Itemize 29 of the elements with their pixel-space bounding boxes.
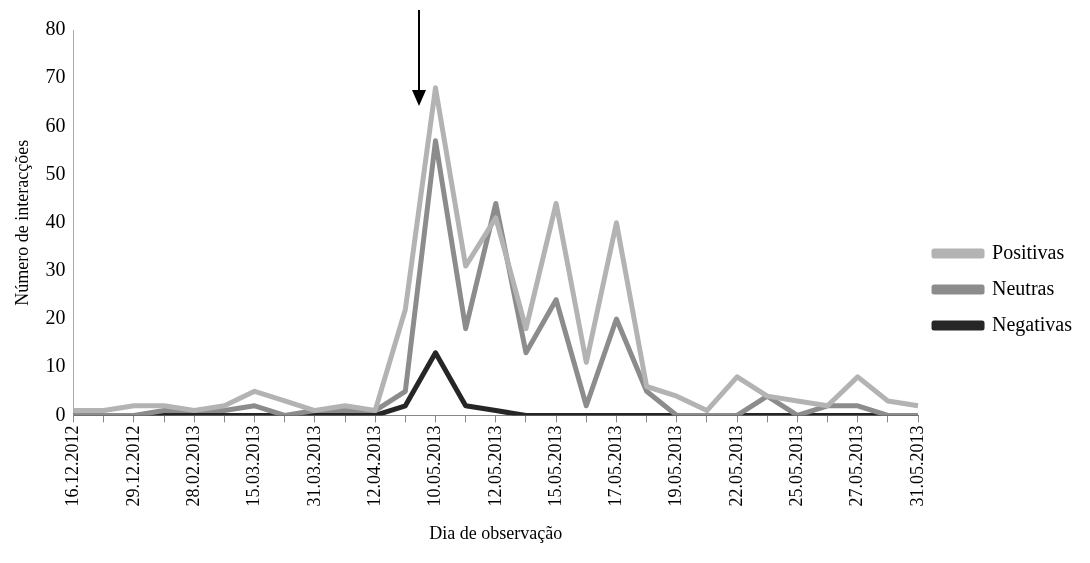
x-tick-label: 12.05.2013 — [484, 425, 505, 507]
x-tick-label: 15.05.2013 — [544, 425, 565, 507]
y-tick-label: 40 — [45, 209, 66, 232]
legend-label: Positivas — [992, 240, 1065, 263]
x-tick-label: 31.03.2013 — [303, 425, 324, 507]
x-tick-label: 12.04.2013 — [363, 425, 384, 507]
x-tick-label: 10.05.2013 — [424, 425, 445, 507]
x-tick-label: 27.05.2013 — [846, 425, 867, 507]
y-tick-label: 20 — [45, 306, 66, 329]
x-tick-label: 19.05.2013 — [665, 425, 686, 507]
legend-label: Neutras — [992, 276, 1055, 299]
x-tick-label: 16.12.2012 — [62, 425, 83, 507]
x-tick-label: 25.05.2013 — [786, 425, 807, 507]
y-tick-label: 70 — [45, 65, 66, 88]
x-tick-label: 22.05.2013 — [725, 425, 746, 507]
y-tick-label: 10 — [45, 354, 66, 377]
x-tick-label: 15.03.2013 — [243, 425, 264, 507]
x-tick-label: 28.02.2013 — [182, 425, 203, 507]
y-tick-label: 30 — [45, 258, 66, 281]
x-tick-label: 17.05.2013 — [605, 425, 626, 507]
y-axis-title: Número de interacções — [11, 139, 32, 306]
y-tick-label: 50 — [45, 161, 66, 184]
x-tick-label: 29.12.2012 — [122, 425, 143, 507]
y-tick-label: 80 — [45, 17, 66, 40]
y-tick-label: 60 — [45, 113, 66, 136]
y-tick-label: 0 — [55, 402, 66, 425]
legend-label: Negativas — [992, 312, 1073, 336]
x-tick-label: 31.05.2013 — [906, 425, 927, 507]
x-axis-title: Dia de observação — [429, 522, 563, 543]
